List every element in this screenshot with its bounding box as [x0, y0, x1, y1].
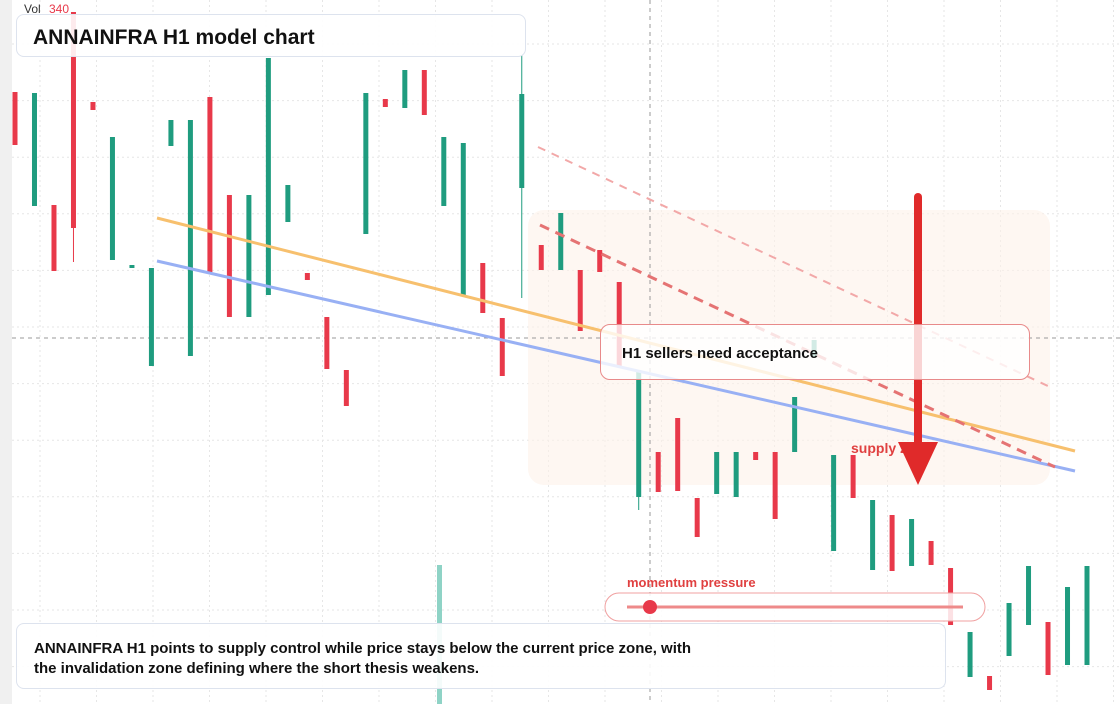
candle-body [324, 317, 330, 369]
momentum-knob [643, 600, 657, 614]
candle-body [207, 97, 213, 272]
candle-body [382, 99, 388, 107]
title: ANNAINFRA H1 model chart [33, 26, 315, 49]
candle-body [1065, 587, 1071, 665]
note: ANNAINFRA H1 points to supply control wh… [34, 640, 692, 677]
candle-body [402, 70, 408, 108]
volume-value: 340 [49, 2, 69, 16]
candle-body [1026, 566, 1032, 625]
candle-body [694, 498, 700, 537]
candle-body [909, 519, 915, 566]
candle-body [51, 205, 57, 271]
candle-body [1084, 566, 1090, 665]
candle-body [753, 452, 759, 460]
candle-body [538, 245, 544, 270]
candle-body [558, 213, 564, 270]
left-edge [0, 0, 12, 704]
candle-body [304, 273, 310, 280]
candle-body [343, 370, 349, 406]
candle-body [967, 632, 973, 677]
candle-body [1045, 622, 1051, 675]
callout-box: H1 sellers need acceptance [600, 324, 1030, 380]
candle-body [928, 541, 934, 565]
candle-body [577, 270, 583, 331]
candle-body [31, 93, 37, 206]
candle-body [850, 455, 856, 498]
candle-body [460, 143, 466, 296]
candle-body [90, 102, 96, 110]
candle-body [655, 452, 661, 492]
candle-body [246, 195, 252, 317]
candle-body [733, 452, 739, 497]
candle-body [129, 265, 135, 268]
candle-body [187, 120, 193, 356]
candle-body [714, 452, 720, 494]
volume-label: Vol [24, 2, 41, 16]
candle-body [12, 92, 18, 145]
callout: H1 sellers need acceptance [622, 345, 818, 362]
candle-body [109, 137, 115, 260]
candle-body [831, 455, 837, 551]
candle-body [480, 263, 486, 313]
candle-body [772, 452, 778, 519]
trendline-red-dashed [539, 223, 1056, 469]
candle-body [870, 500, 876, 570]
candle-body [363, 93, 369, 234]
momentum-label: momentum pressure [627, 575, 756, 590]
candle-body [597, 250, 603, 272]
candle-body [675, 418, 681, 491]
candle-body [441, 137, 447, 206]
candle-body [889, 515, 895, 571]
candle-body [168, 120, 174, 146]
candle-body [636, 370, 642, 497]
arrow-head [898, 442, 938, 485]
note-box: ANNAINFRA H1 points to supply control wh… [16, 623, 946, 689]
candle-body [265, 58, 271, 295]
candle-body [421, 70, 427, 115]
candle-body [519, 94, 525, 188]
candle-body [792, 397, 798, 452]
candle-body [1006, 603, 1012, 656]
candle-body [70, 12, 76, 228]
candle-body [226, 195, 232, 317]
title-box: ANNAINFRA H1 model chart [16, 14, 526, 57]
candle-body [499, 318, 505, 376]
candle-body [148, 268, 154, 366]
candle-body [987, 676, 993, 690]
candle-body [285, 185, 291, 222]
